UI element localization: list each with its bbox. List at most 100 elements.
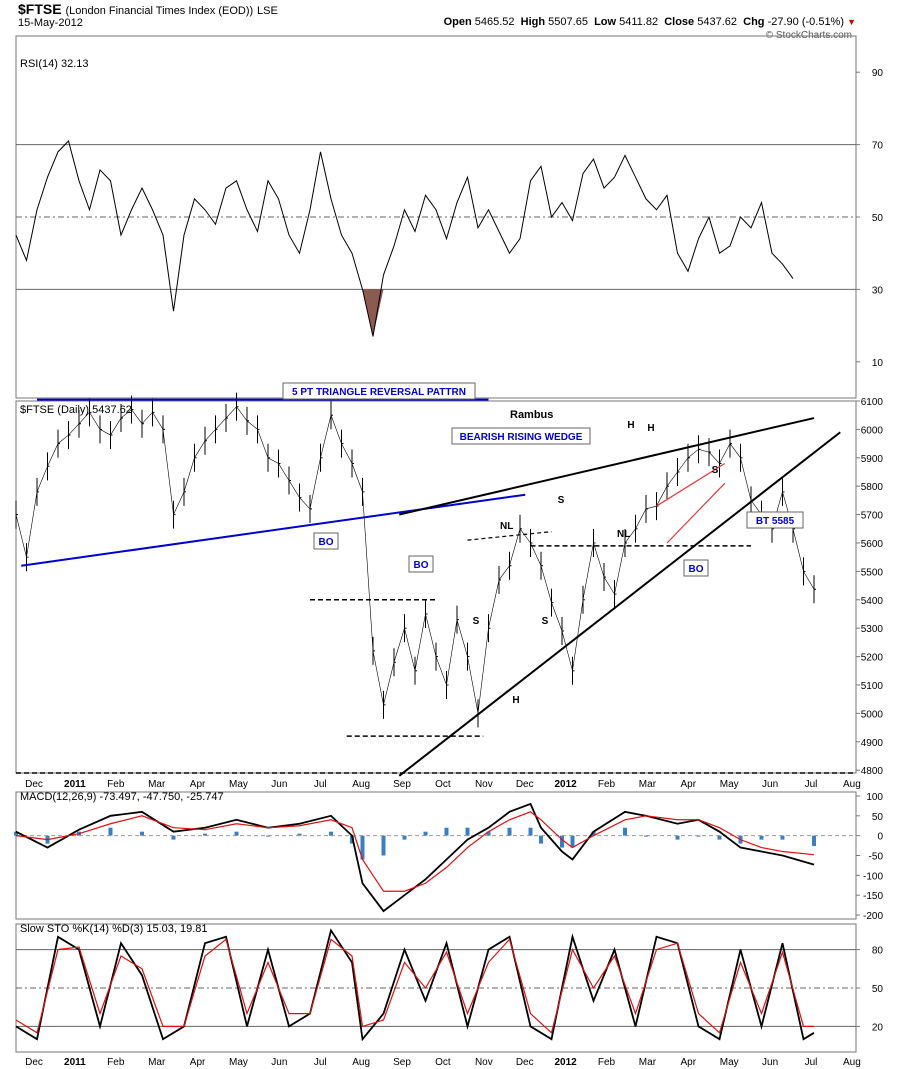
annotation-bt-box (746, 511, 804, 529)
annotation-triangle: 5 PT TRIANGLE REVERSAL PATTRN (292, 387, 466, 398)
x-tick-label-price-7: Jul (314, 779, 327, 790)
x-tick-label-sto-14: Feb (598, 1057, 616, 1068)
annotation-bt: BT 5585 (756, 516, 795, 527)
x-tick-label-price-17: May (720, 779, 739, 790)
macd-hist-bar-23 (570, 835, 575, 848)
x-tick-label-price-6: Jun (271, 779, 287, 790)
x-tick-label-price-10: Oct (435, 779, 451, 790)
y-tick-label-rsi-4: 10 (872, 358, 884, 369)
y-tick-label-price-13: 4800 (861, 766, 884, 777)
x-tick-label-sto-11: Nov (475, 1057, 493, 1068)
macd-hist-bar-21 (539, 835, 543, 844)
macd-hist-bar-29 (717, 835, 722, 840)
ohlc-readout: Open 5465.52 High 5507.65 Low 5411.82 Cl… (444, 16, 856, 28)
open-value: 5465.52 (474, 16, 515, 28)
y-tick-label-price-6: 5500 (861, 567, 884, 578)
annotation-nl-2: NL (617, 529, 630, 540)
chart-date: 15-May-2012 (18, 17, 83, 29)
y-tick-label-price-9: 5200 (861, 653, 884, 664)
y-tick-label-macd-2: 0 (877, 832, 883, 843)
y-tick-label-rsi-2: 50 (872, 213, 884, 224)
x-tick-label-sto-1: 2011 (64, 1057, 86, 1068)
annotation-triangle-box (282, 382, 476, 400)
x-tick-label-sto-6: Jun (271, 1057, 287, 1068)
red-wedge-lower (666, 482, 726, 544)
close-label: Close (664, 16, 695, 28)
chg-value: -27.90 (-0.51%) (767, 16, 845, 28)
chart-title: $FTSE (London Financial Times Index (EOD… (18, 1, 278, 17)
y-tick-label-rsi-3: 30 (872, 285, 884, 296)
macd-line-signal (15, 811, 815, 892)
annotation-s-4: S (712, 465, 719, 476)
x-tick-label-sto-10: Oct (435, 1057, 451, 1068)
macd-hist-bar-5 (171, 835, 176, 840)
y-tick-label-stochastic-2: 20 (872, 1022, 884, 1033)
high-value: 5507.65 (548, 16, 588, 28)
x-tick-label-price-13: 2012 (555, 779, 578, 790)
index-name: (London Financial Times Index (EOD)) (65, 5, 254, 17)
x-tick-label-price-11: Nov (475, 779, 493, 790)
macd-hist-bar-9 (297, 833, 302, 836)
y-tick-label-price-2: 5900 (861, 454, 884, 465)
y-tick-label-macd-0: 100 (866, 792, 883, 803)
macd-hist-bar-12 (360, 835, 365, 860)
annotation-bo-3: BO (689, 564, 704, 575)
x-tick-label-sto-16: Apr (681, 1057, 697, 1068)
macd-hist-bar-14 (402, 835, 407, 840)
sto-line-k (15, 928, 815, 1042)
x-tick-label-price-8: Aug (352, 779, 370, 790)
low-label: Low (594, 16, 617, 28)
y-tick-label-rsi-0: 90 (872, 68, 884, 79)
macd-hist-bar-7 (234, 831, 239, 836)
y-tick-label-price-4: 5700 (861, 511, 884, 522)
y-tick-label-macd-4: -100 (863, 871, 883, 882)
macd-hist-bar-18 (486, 831, 491, 836)
neckline-1 (467, 531, 552, 541)
annotation-wedge: BEARISH RISING WEDGE (460, 432, 583, 443)
macd-hist-bar-13 (381, 835, 386, 856)
x-tick-label-sto-12: Dec (516, 1057, 534, 1068)
macd-hist-bar-20 (528, 827, 533, 836)
annotation-s-2: S (558, 495, 565, 506)
annotation-h-2: H (627, 420, 634, 431)
y-tick-label-price-8: 5300 (861, 624, 884, 635)
sto-line-d (15, 938, 814, 1034)
x-tick-label-price-1: 2011 (64, 779, 86, 790)
chg-label: Chg (743, 16, 765, 28)
macd-hist-bar-31 (759, 835, 764, 840)
down-arrow-icon: ▼ (847, 17, 856, 27)
symbol: $FTSE (18, 1, 62, 17)
y-tick-label-stochastic-1: 50 (872, 984, 884, 995)
low-value: 5411.82 (619, 16, 659, 28)
sto-legend: Slow STO %K(14) %D(3) 15.03, 19.81 (20, 923, 208, 935)
x-tick-label-price-3: Mar (148, 779, 166, 790)
macd-hist-bar-16 (444, 827, 449, 836)
price-legend: $FTSE (Daily) 5437.62 (20, 404, 132, 416)
macd-legend: MACD(12,26,9) -73.497, -47.750, -25.747 (20, 791, 224, 803)
macd-hist-bar-15 (423, 831, 428, 836)
x-tick-label-sto-13: 2012 (555, 1057, 578, 1068)
x-tick-label-sto-17: May (720, 1057, 739, 1068)
macd-hist-bar-10 (329, 831, 333, 836)
annotation-nl-1: NL (500, 521, 513, 532)
annotation-h-1: H (512, 695, 519, 706)
macd-hist-bar-3 (108, 827, 113, 836)
annotation-s-3: S (542, 616, 549, 627)
x-tick-label-sto-9: Sep (393, 1057, 411, 1068)
y-tick-label-price-0: 6100 (861, 397, 884, 408)
annotation-h-3: H (647, 423, 654, 434)
x-tick-label-price-18: Jun (762, 779, 778, 790)
x-tick-label-sto-7: Jul (314, 1057, 327, 1068)
x-tick-label-sto-0: Dec (25, 1057, 43, 1068)
close-value: 5437.62 (697, 16, 737, 28)
macd-hist-bar-4 (140, 831, 144, 836)
x-tick-label-sto-5: May (229, 1057, 248, 1068)
x-tick-label-sto-15: Mar (639, 1057, 657, 1068)
y-tick-label-price-7: 5400 (861, 596, 884, 607)
high-label: High (520, 16, 546, 28)
macd-hist-bar-24 (591, 831, 596, 836)
y-tick-label-price-12: 4900 (861, 738, 884, 749)
wedge-lower-line (398, 431, 841, 777)
rsi-oversold-fill (362, 289, 384, 337)
macd-hist-bar-25 (623, 827, 627, 836)
